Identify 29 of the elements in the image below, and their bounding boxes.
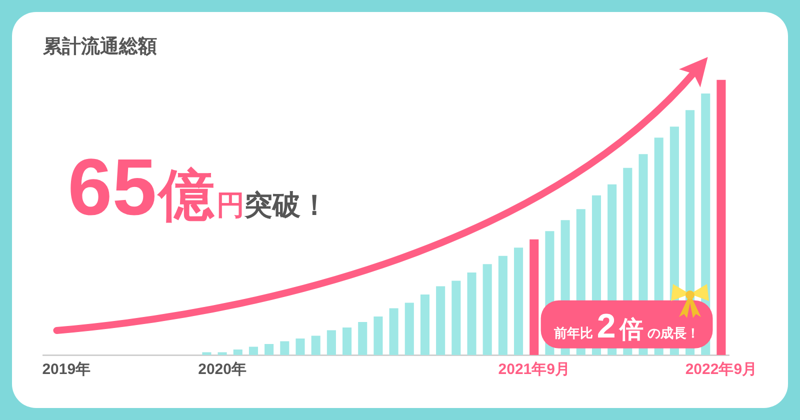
bar xyxy=(530,239,539,355)
bar xyxy=(202,352,212,355)
bar xyxy=(233,349,242,355)
bar xyxy=(358,322,368,355)
bar xyxy=(389,308,398,355)
x-tick-label: 2020年 xyxy=(198,361,246,378)
bar xyxy=(311,336,320,355)
bar xyxy=(498,256,508,355)
chart-title: 累計流通総額 xyxy=(42,36,157,58)
bar xyxy=(514,248,524,355)
bar xyxy=(716,80,726,355)
bar xyxy=(264,344,274,355)
bar xyxy=(482,264,492,355)
x-tick-label: 2022年9月 xyxy=(685,361,758,378)
bar xyxy=(420,294,430,355)
bar xyxy=(342,327,352,355)
bar xyxy=(404,302,414,355)
bar xyxy=(436,286,446,355)
x-tick-label: 2019年 xyxy=(42,361,91,378)
bar xyxy=(280,341,290,355)
bar xyxy=(218,352,227,355)
bar xyxy=(374,316,383,355)
bar xyxy=(248,346,258,355)
x-tick-label: 2021年9月 xyxy=(498,361,570,378)
annotation: 65億円突破！ xyxy=(68,142,329,232)
bar xyxy=(467,272,476,355)
bar xyxy=(326,330,336,355)
bar xyxy=(452,280,461,355)
bar xyxy=(296,338,305,355)
